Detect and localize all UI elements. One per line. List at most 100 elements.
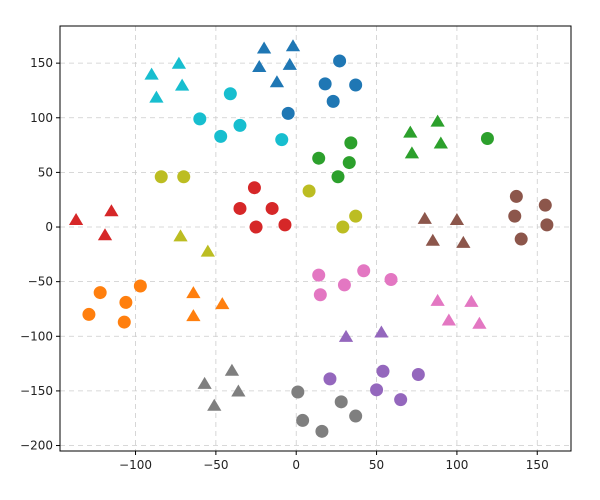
scatter-point-circle <box>93 286 107 300</box>
y-tick-label: −200 <box>20 439 53 453</box>
scatter-point-triangle <box>149 90 164 103</box>
scatter-point-circle <box>349 209 363 223</box>
scatter-point-circle <box>154 170 168 184</box>
scatter-point-triangle <box>171 56 187 69</box>
scatter-point-circle <box>370 383 384 397</box>
scatter-point-circle <box>223 87 237 101</box>
scatter-point-circle <box>349 78 363 92</box>
scatter-point-circle <box>357 264 371 278</box>
scatter-point-circle <box>82 307 96 321</box>
plot-frame <box>59 25 572 452</box>
scatter-point-circle <box>334 395 348 409</box>
scatter-point-circle <box>394 393 408 407</box>
scatter-point-circle <box>376 364 390 378</box>
scatter-point-triangle <box>425 233 440 246</box>
x-tick-label: 100 <box>445 458 468 472</box>
scatter-point-triangle <box>252 60 267 73</box>
scatter-point-triangle <box>285 39 301 52</box>
scatter-point-triangle <box>104 204 119 217</box>
scatter-point-triangle <box>464 294 479 307</box>
scatter-point-triangle <box>456 235 471 248</box>
scatter-point-circle <box>509 189 523 203</box>
scatter-point-triangle <box>269 75 285 88</box>
y-tick-label: −100 <box>20 329 53 343</box>
scatter-point-triangle <box>224 363 240 376</box>
scatter-point-triangle <box>186 309 201 322</box>
scatter-point-triangle <box>207 398 222 411</box>
scatter-point-circle <box>177 170 191 184</box>
scatter-point-triangle <box>374 325 389 338</box>
scatter-point-circle <box>333 54 347 68</box>
y-tick-label: −50 <box>28 275 53 289</box>
scatter-point-triangle <box>449 212 465 225</box>
scatter-point-triangle <box>197 376 212 389</box>
y-tick-label: −150 <box>20 384 53 398</box>
scatter-point-triangle <box>173 229 188 242</box>
scatter-point-circle <box>337 278 351 292</box>
x-tick-label: 50 <box>369 458 384 472</box>
scatter-point-circle <box>480 132 494 146</box>
scatter-point-triangle <box>175 78 190 91</box>
scatter-point-circle <box>312 268 326 282</box>
scatter-point-triangle <box>282 57 297 70</box>
scatter-point-circle <box>281 106 295 120</box>
scatter-point-circle <box>312 151 326 165</box>
y-tick-label: 50 <box>38 165 53 179</box>
scatter-point-circle <box>117 315 131 329</box>
data-points <box>68 39 554 438</box>
scatter-point-circle <box>265 201 279 215</box>
scatter-point-circle <box>133 279 147 293</box>
scatter-point-triangle <box>338 329 354 342</box>
scatter-point-circle <box>313 288 327 302</box>
scatter-point-circle <box>275 133 289 147</box>
scatter-point-triangle <box>97 228 113 241</box>
scatter-point-circle <box>514 232 528 246</box>
x-tick-label: −50 <box>203 458 228 472</box>
scatter-point-circle <box>326 94 340 108</box>
scatter-point-triangle <box>215 297 230 310</box>
grid <box>60 26 571 451</box>
scatter-point-circle <box>315 424 329 438</box>
scatter-point-triangle <box>472 316 487 329</box>
x-tick-label: −100 <box>119 458 152 472</box>
scatter-point-circle <box>119 295 133 309</box>
scatter-point-circle <box>302 184 316 198</box>
y-tick-label: 150 <box>30 56 53 70</box>
scatter-point-circle <box>291 385 305 399</box>
scatter-point-triangle <box>68 212 84 225</box>
scatter-point-circle <box>233 201 247 215</box>
scatter-point-triangle <box>256 41 272 54</box>
scatter-point-circle <box>318 77 332 91</box>
scatter-point-triangle <box>186 286 201 299</box>
scatter-point-circle <box>508 209 522 223</box>
scatter-point-circle <box>331 170 345 184</box>
scatter-point-triangle <box>430 293 445 306</box>
y-tick-label: 0 <box>45 220 53 234</box>
scatter-point-triangle <box>231 384 246 397</box>
y-tick-label: 100 <box>30 111 53 125</box>
scatter-point-circle <box>278 218 292 232</box>
scatter-point-triangle <box>404 146 420 159</box>
scatter-point-circle <box>344 136 358 150</box>
scatter-point-circle <box>249 220 263 234</box>
scatter-point-circle <box>296 413 310 427</box>
scatter-point-circle <box>323 372 337 386</box>
scatter-point-circle <box>349 409 363 423</box>
scatter-point-circle <box>233 118 247 132</box>
scatter-point-circle <box>214 129 228 143</box>
scatter-point-circle <box>540 218 554 232</box>
scatter-point-triangle <box>417 211 432 224</box>
x-tick-label: 0 <box>292 458 300 472</box>
scatter-point-circle <box>342 156 356 170</box>
x-tick-label: 150 <box>526 458 549 472</box>
scatter-point-triangle <box>403 125 418 138</box>
scatter-point-triangle <box>200 244 215 257</box>
scatter-point-triangle <box>441 313 456 326</box>
scatter-point-circle <box>193 112 207 126</box>
scatter-point-triangle <box>433 136 448 149</box>
scatter-point-circle <box>411 368 425 382</box>
scatter-point-circle <box>384 272 398 286</box>
scatter-point-circle <box>538 198 552 212</box>
axis-ticks: −100 −50 0 50 100 150 −200 −150 −100 −50 0 50 100 150 <box>20 56 549 472</box>
